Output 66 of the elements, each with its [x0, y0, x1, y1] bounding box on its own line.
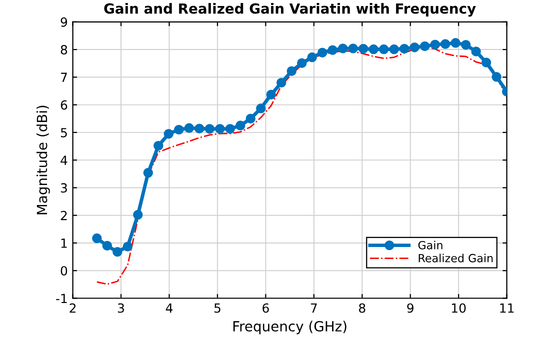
y-tick-label: 1	[61, 238, 67, 248]
point	[317, 48, 328, 58]
y-tick-label: 0	[60, 266, 68, 276]
point	[481, 58, 492, 68]
point	[184, 123, 194, 133]
legend-label: Gain	[418, 240, 442, 250]
x-tick-label: 9	[407, 303, 414, 313]
point	[358, 44, 368, 54]
point	[112, 246, 122, 257]
point	[368, 44, 378, 54]
point	[460, 40, 471, 50]
point	[389, 44, 399, 54]
point	[122, 242, 133, 252]
point	[256, 104, 266, 114]
x-tick-label: 8	[359, 303, 366, 313]
point	[92, 233, 102, 244]
point	[296, 58, 307, 68]
x-tick-label: 11	[500, 303, 514, 313]
point	[266, 90, 276, 100]
y-tick-label: 8	[60, 45, 68, 54]
point	[236, 120, 246, 130]
point	[471, 46, 481, 56]
point	[194, 124, 204, 134]
point	[378, 44, 389, 54]
x-tick-label: 4	[166, 303, 173, 313]
y-tick-label: 6	[60, 100, 68, 110]
x-tick-label: 2	[70, 303, 76, 313]
point	[133, 210, 143, 220]
y-tick-label: 2	[60, 210, 67, 220]
point	[492, 72, 502, 82]
y-tick-label: 3	[60, 183, 67, 193]
x-tick-label: 7	[310, 303, 317, 313]
point	[348, 44, 358, 54]
x-tick-label: 3	[118, 303, 124, 313]
y-tick-label: 9	[60, 17, 68, 27]
point	[225, 124, 235, 134]
point	[338, 44, 348, 54]
point	[450, 38, 460, 48]
x-tick-label: 5	[214, 303, 220, 313]
y-tick-label: -1	[56, 294, 67, 303]
y-tick-label: 7	[61, 72, 67, 82]
point	[307, 52, 317, 62]
x-tick-label: 10	[452, 303, 466, 313]
point	[204, 124, 214, 134]
point	[430, 40, 440, 50]
point	[102, 240, 112, 251]
point	[215, 124, 225, 134]
y-axis-title: Magnitude (dBi)	[36, 106, 50, 214]
y-tick-label: 5	[60, 128, 67, 138]
point	[154, 140, 164, 151]
point	[410, 42, 420, 52]
point	[399, 44, 410, 54]
x-tick-label: 6	[262, 303, 269, 313]
point	[143, 168, 154, 178]
point	[328, 45, 338, 55]
x-axis-title: Frequency (GHz)	[233, 320, 346, 334]
point	[420, 41, 430, 52]
point	[276, 78, 286, 88]
point	[440, 39, 450, 49]
chart-title: Gain and Realized Gain Variatin with Frequency	[104, 3, 476, 17]
point	[286, 66, 296, 76]
legend-label: Realized Gain	[418, 254, 493, 262]
point	[174, 124, 184, 135]
y-tick-label: 4	[60, 156, 68, 165]
point	[246, 114, 256, 124]
point	[164, 128, 174, 139]
